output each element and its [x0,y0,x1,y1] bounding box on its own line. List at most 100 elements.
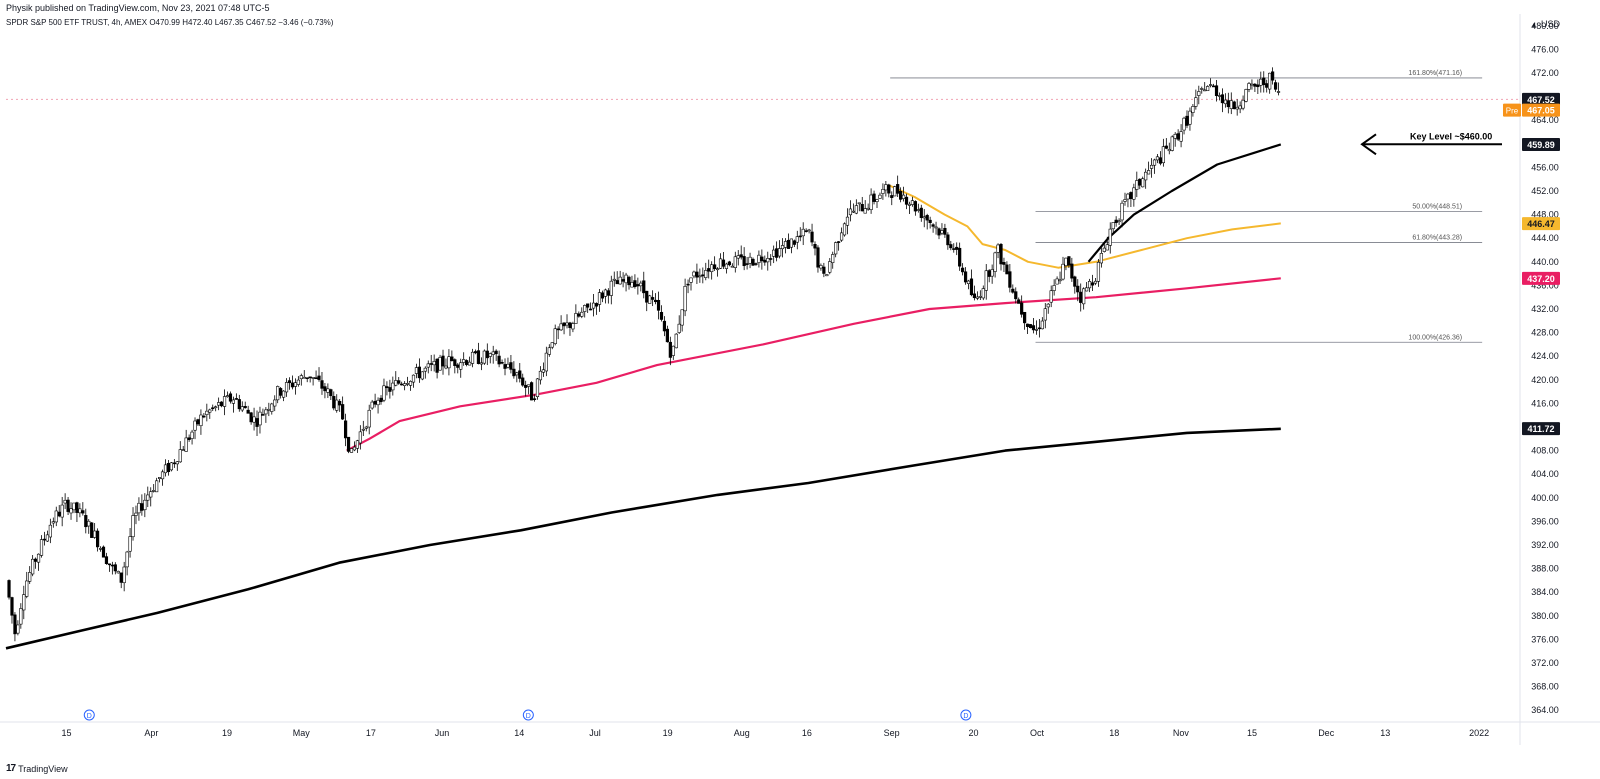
publisher-caption: Physik published on TradingView.com, Nov… [6,3,270,13]
candle-body [1185,115,1189,126]
candle-body [305,377,309,379]
candle-body [509,362,513,370]
candle-body [311,377,315,379]
candle-body [426,363,430,368]
candle-body [733,256,737,268]
candle-body [128,536,132,552]
candle-body [718,258,723,269]
price-tick-label: 480.00 [1531,21,1559,31]
price-tick-label: 400.00 [1531,493,1559,503]
candle-body [748,256,752,264]
price-tick-label: 464.00 [1531,115,1559,125]
candle-body [346,436,351,452]
candle-body [837,241,841,243]
candle-body [119,572,123,583]
candle-body [1011,288,1015,293]
candle-body [352,446,357,451]
candle-body [659,311,664,320]
candle-body [958,247,962,267]
candle-body [1211,85,1216,88]
candle-body [208,409,212,413]
candle-body [279,388,283,396]
price-tick-label: 364.00 [1531,705,1559,715]
candle-body [775,248,779,258]
candle-body [612,278,616,281]
candle-body [237,399,241,410]
price-tick-label: 388.00 [1531,564,1559,574]
candle-body [211,407,215,410]
candle-body [701,274,705,277]
candle-body [603,289,607,297]
candle-body [1090,282,1095,286]
candle-body [1256,84,1260,88]
candle-body [367,409,371,428]
candle-body [724,263,729,269]
candle-body [438,357,442,371]
candle-body [16,624,20,634]
candle-body [848,208,853,216]
candle-body [267,408,271,411]
candle-body [1031,325,1036,331]
candle-body [506,363,510,368]
candle-body [172,462,176,465]
price-tag [1522,422,1560,436]
candle-body [343,420,348,439]
candle-body [547,347,551,355]
candle-body [494,350,498,355]
candle-body [807,229,811,232]
candle-body [234,398,238,400]
candle-body [93,530,97,538]
price-tick-label: 432.00 [1531,304,1559,314]
candle-body [45,534,50,542]
candle-body [1114,219,1118,223]
candle-body [842,223,847,236]
candle-body [766,258,770,263]
time-axis[interactable]: 15 Apr 19 May 17 Jun 14 Jul 19 Aug 16 Sep 20 Oct 18 Nov… [62,728,1490,738]
candle-body [630,282,634,288]
candle-body [565,322,569,326]
candle-body [1020,302,1024,315]
candle-body [335,399,339,411]
candle-body [689,277,693,283]
price-tag [1522,217,1560,231]
candle-body [1141,178,1145,188]
candle-body [745,263,749,265]
candle-body [583,305,587,312]
price-axis[interactable]: 364.00 368.00 372.00 376.00 380.00 384.00 388.… [1531,21,1559,715]
candle-body [627,276,631,286]
candle-body [1093,280,1098,284]
candle-body [541,369,545,373]
candle-body [686,283,690,286]
candle-body [618,276,622,285]
candle-body [447,356,451,369]
candle-body [293,382,298,387]
key-level-annotation: Key Level ~$460.00 [1360,131,1502,156]
price-tick-label: 472.00 [1531,68,1559,78]
candle-body [825,274,829,277]
candle-body [845,216,850,226]
candle-body [1203,89,1207,92]
candle-body [633,280,637,287]
time-tick-label: Aug [734,728,750,738]
candle-body [98,548,103,550]
price-tick-label: 444.00 [1531,233,1559,243]
candle-body [225,395,230,398]
candle-body [521,377,525,386]
candle-body [1132,187,1136,200]
candle-body [131,515,135,538]
candle-body [355,440,359,449]
candle-body [925,215,929,221]
candle-body [169,462,174,471]
currency-label[interactable]: USD [1541,19,1561,29]
candle-body [379,397,383,403]
price-tag-label: 446.47 [1527,219,1555,229]
candle-body [382,385,386,401]
candle-body [13,614,17,635]
candle-body [217,402,221,406]
price-tick-label: 408.00 [1531,446,1559,456]
candle-body [813,244,817,249]
candle-body [1244,89,1248,102]
candle-body [893,186,897,197]
candle-body [1268,72,1272,90]
